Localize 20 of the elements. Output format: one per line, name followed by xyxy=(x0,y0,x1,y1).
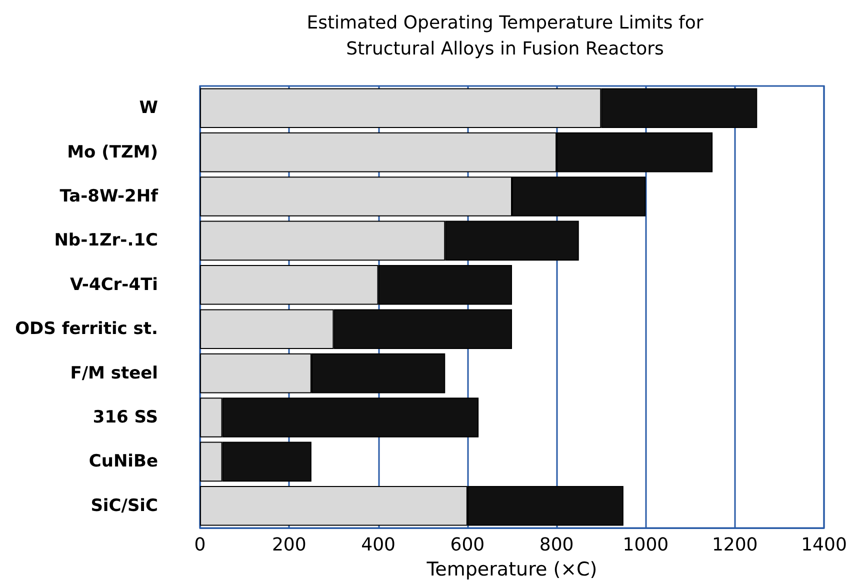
y-tick-label: F/M steel xyxy=(70,363,158,384)
y-tick-label: SiC/SiC xyxy=(90,496,158,516)
x-tick-label: 1400 xyxy=(801,534,847,556)
x-tick-label: 800 xyxy=(539,534,574,556)
y-tick-label: Nb-1Zr-.1C xyxy=(54,230,158,251)
x-tick-label: 600 xyxy=(450,534,485,556)
x-tick-label: 0 xyxy=(194,534,206,556)
y-tick-label: Ta-8W-2Hf xyxy=(60,186,159,206)
y-tick-label: Mo (TZM) xyxy=(67,142,158,162)
x-tick-label: 200 xyxy=(272,534,306,556)
x-tick-label: 400 xyxy=(361,534,396,556)
x-axis-title: Temperature (×C) xyxy=(426,558,598,580)
x-tick-label: 1000 xyxy=(622,534,669,556)
x-tick-label: 1200 xyxy=(712,534,758,556)
y-tick-label: 316 SS xyxy=(92,408,158,428)
y-tick-label: V-4Cr-4Ti xyxy=(70,274,158,295)
y-tick-label: W xyxy=(139,98,158,118)
chart-title: Estimated Operating Temperature Limits for Structural Alloys in Fusion Reactors xyxy=(306,12,704,60)
y-tick-label: ODS ferritic st. xyxy=(15,319,158,340)
y-tick-label: CuNiBe xyxy=(88,452,158,472)
